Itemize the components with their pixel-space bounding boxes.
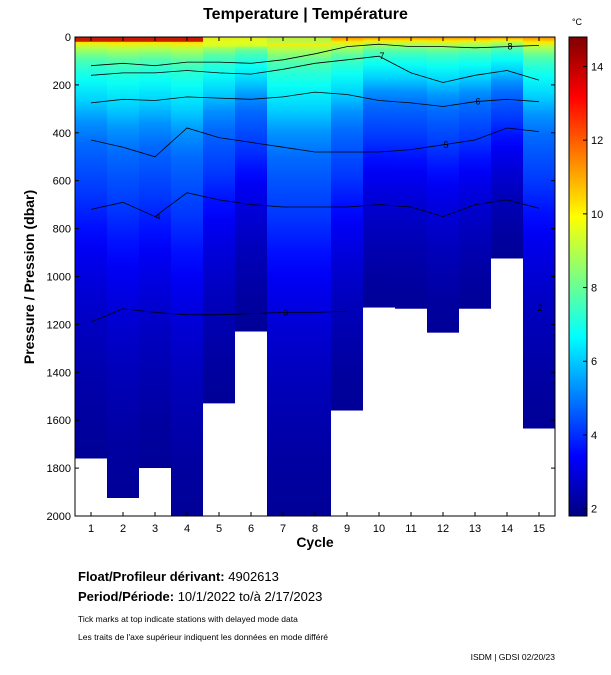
surface-warm-patch xyxy=(75,37,203,42)
contour-line-5 xyxy=(90,127,540,158)
axis-ticks: 1 2 3 4 5 6 7 8 9 10 11 12 13 14 150200400600800100012… xyxy=(47,32,555,535)
period-info: Period/Période: 10/1/2022 to/à 2/17/2023 xyxy=(78,589,322,604)
x-tick-label: 12 xyxy=(437,523,449,535)
contour-label: 2 xyxy=(537,303,542,313)
float-info: Float/Profileur dérivant: 4902613 xyxy=(78,569,279,584)
y-tick-label: 400 xyxy=(53,128,71,140)
contour-line-6 xyxy=(90,91,540,107)
contour-label: 3 xyxy=(283,307,288,317)
profile-column-cycle-9 xyxy=(331,37,364,411)
profile-column-cycle-5 xyxy=(203,37,236,404)
contour-line-7 xyxy=(90,55,540,83)
x-tick-label: 1 xyxy=(88,523,94,535)
y-tick-label: 800 xyxy=(53,224,71,236)
colorbar-tick-label: 6 xyxy=(591,356,597,368)
colorbar-scale xyxy=(568,36,588,517)
float-id: 4902613 xyxy=(228,569,279,584)
colorbar: 2 4 6 8 10 12 14 xyxy=(568,36,603,517)
period-label: Period/Période: xyxy=(78,589,175,604)
contour-line-8 xyxy=(90,43,540,67)
note-french: Les traits de l'axe supérieur indiquent … xyxy=(78,632,329,642)
y-tick-label: 1800 xyxy=(47,463,71,475)
y-tick-label: 1600 xyxy=(47,415,71,427)
no-data-region-cycle-12 xyxy=(427,332,459,516)
x-tick-label: 9 xyxy=(344,523,350,535)
surface-warm-patch xyxy=(267,37,331,43)
colorbar-tick-label: 4 xyxy=(591,430,597,442)
no-data-region-cycle-2 xyxy=(107,498,139,516)
y-tick-label: 0 xyxy=(65,32,71,44)
x-tick-label: 4 xyxy=(184,523,190,535)
period-from: 10/1/2022 xyxy=(177,589,236,604)
no-data-region-cycle-5 xyxy=(203,403,235,516)
profile-column-cycle-12 xyxy=(427,37,460,333)
y-tick-label: 600 xyxy=(53,176,71,188)
y-axis-label: Pressure / Pression (dbar) xyxy=(21,190,37,364)
surface-warm-patch xyxy=(203,37,267,47)
profile-column-cycle-8 xyxy=(299,37,332,516)
contour-label: 8 xyxy=(507,42,512,52)
y-tick-label: 2000 xyxy=(47,511,71,523)
contour-label: 7 xyxy=(379,51,384,61)
no-data-region-cycle-3 xyxy=(139,468,171,516)
colorbar-unit: °C xyxy=(572,17,583,27)
contour-label: 5 xyxy=(443,140,448,150)
colorbar-tick-label: 10 xyxy=(591,209,603,221)
profile-column-cycle-1 xyxy=(75,37,108,459)
no-data-region-cycle-14 xyxy=(491,258,523,516)
y-tick-label: 1200 xyxy=(47,319,71,331)
contour-label: 6 xyxy=(475,97,480,107)
float-label: Float/Profileur dérivant: xyxy=(78,569,225,584)
no-data-region-cycle-9 xyxy=(331,410,363,516)
no-data-region-cycle-6 xyxy=(235,331,267,516)
period-to-label: to/à xyxy=(239,589,261,604)
period-to: 2/17/2023 xyxy=(264,589,323,604)
x-tick-label: 10 xyxy=(373,523,385,535)
profile-column-cycle-4 xyxy=(171,37,204,516)
y-tick-label: 1400 xyxy=(47,367,71,379)
x-tick-label: 11 xyxy=(405,523,416,535)
no-data-region-cycle-1 xyxy=(75,458,107,516)
profile-column-cycle-7 xyxy=(267,37,300,516)
profile-column-cycle-15 xyxy=(523,37,555,429)
profile-column-cycle-6 xyxy=(235,37,268,332)
profile-column-cycle-13 xyxy=(459,37,492,309)
y-tick-label: 1000 xyxy=(47,272,71,284)
contour-label: 4 xyxy=(155,212,160,222)
plot-area: 8 7 6 5 4 3 2 xyxy=(75,37,555,516)
profile-column-cycle-11 xyxy=(395,37,428,309)
contour-line-4 xyxy=(90,192,540,218)
x-axis-label: Cycle xyxy=(296,534,334,550)
profile-column-cycle-3 xyxy=(139,37,172,469)
x-tick-label: 6 xyxy=(248,523,254,535)
x-tick-label: 5 xyxy=(216,523,222,535)
no-data-region-cycle-13 xyxy=(459,308,491,516)
x-tick-label: 7 xyxy=(280,523,286,535)
x-tick-label: 15 xyxy=(533,523,545,535)
footer-credit: ISDM | GDSI 02/20/23 xyxy=(470,652,555,662)
profile-column-cycle-10 xyxy=(363,37,396,308)
no-data-region-cycle-10 xyxy=(363,307,395,516)
no-data-region-cycle-11 xyxy=(395,308,427,516)
colorbar-tick-label: 14 xyxy=(591,61,603,73)
colorbar-tick-label: 8 xyxy=(591,283,597,295)
no-data-region-cycle-15 xyxy=(523,428,555,516)
x-tick-label: 3 xyxy=(152,523,158,535)
colorbar-tick-label: 2 xyxy=(591,504,597,516)
x-tick-label: 14 xyxy=(501,523,513,535)
colorbar-tick-label: 12 xyxy=(591,135,603,147)
y-tick-label: 200 xyxy=(53,80,71,92)
x-tick-label: 8 xyxy=(312,523,318,535)
x-tick-label: 2 xyxy=(120,523,126,535)
note-english: Tick marks at top indicate stations with… xyxy=(78,614,298,624)
chart-title: Temperature | Température xyxy=(203,6,408,23)
x-tick-label: 13 xyxy=(469,523,481,535)
contour-line-3 xyxy=(90,308,348,323)
profile-column-cycle-2 xyxy=(107,37,140,499)
